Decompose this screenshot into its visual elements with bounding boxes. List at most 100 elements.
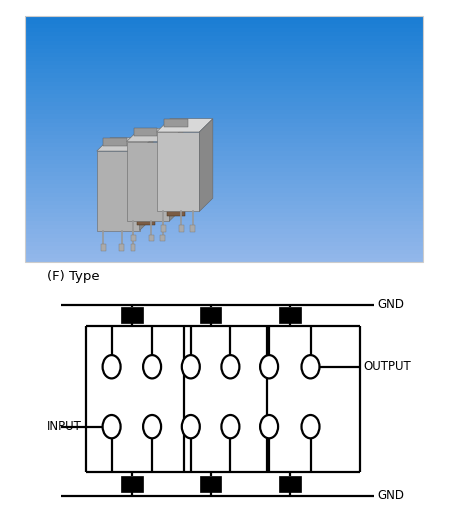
Bar — [25, 242, 423, 246]
Bar — [25, 188, 423, 192]
Bar — [25, 254, 423, 258]
Text: (F) Type: (F) Type — [47, 270, 100, 284]
Text: INPUT: INPUT — [47, 420, 82, 433]
Bar — [101, 244, 106, 251]
Bar — [25, 209, 423, 213]
Bar — [25, 201, 423, 205]
Bar — [25, 45, 423, 49]
Bar — [25, 147, 423, 152]
Ellipse shape — [143, 415, 161, 438]
Bar — [200, 476, 221, 492]
Bar — [134, 128, 158, 136]
Bar — [25, 172, 423, 176]
Bar — [164, 119, 188, 127]
Polygon shape — [157, 119, 213, 132]
Bar — [25, 192, 423, 197]
Bar — [279, 476, 301, 492]
Bar — [200, 307, 221, 323]
Bar — [25, 24, 423, 28]
Bar — [279, 307, 301, 323]
Polygon shape — [140, 138, 153, 231]
Ellipse shape — [221, 415, 239, 438]
Bar — [25, 49, 423, 53]
Bar — [25, 164, 423, 168]
Bar — [25, 160, 423, 164]
Bar — [25, 180, 423, 184]
Polygon shape — [157, 132, 199, 211]
Bar — [25, 28, 423, 32]
Bar — [25, 131, 423, 135]
Bar — [25, 258, 423, 262]
Bar — [25, 61, 423, 65]
Bar — [161, 225, 166, 232]
Bar — [25, 222, 423, 225]
Polygon shape — [97, 151, 140, 231]
Bar — [25, 234, 423, 237]
Polygon shape — [127, 142, 169, 221]
Text: GND: GND — [377, 298, 404, 311]
Bar — [25, 229, 423, 234]
Polygon shape — [127, 128, 183, 142]
Bar — [121, 476, 143, 492]
Bar — [25, 168, 423, 172]
Bar — [149, 235, 153, 241]
Bar — [25, 16, 423, 262]
Polygon shape — [199, 119, 213, 211]
Bar — [25, 184, 423, 189]
Bar — [121, 307, 143, 323]
Bar — [25, 57, 423, 61]
Bar — [25, 94, 423, 98]
Text: GND: GND — [377, 489, 404, 502]
Bar — [25, 86, 423, 90]
Bar — [25, 176, 423, 180]
Bar — [25, 246, 423, 250]
Text: OUTPUT: OUTPUT — [364, 360, 411, 373]
Ellipse shape — [260, 415, 278, 438]
Polygon shape — [169, 128, 183, 221]
Bar — [25, 217, 423, 222]
Bar — [25, 90, 423, 94]
Bar — [25, 37, 423, 41]
Bar — [25, 119, 423, 122]
Bar — [25, 205, 423, 209]
Ellipse shape — [182, 415, 200, 438]
Bar — [25, 127, 423, 131]
Ellipse shape — [143, 355, 161, 378]
Bar — [160, 235, 165, 241]
Ellipse shape — [182, 355, 200, 378]
Ellipse shape — [103, 415, 121, 438]
Polygon shape — [97, 138, 153, 151]
Bar — [25, 53, 423, 57]
Bar — [167, 147, 185, 216]
Bar — [25, 82, 423, 86]
Bar — [25, 156, 423, 160]
Bar — [25, 98, 423, 102]
Bar — [25, 197, 423, 201]
Bar — [104, 138, 127, 146]
Ellipse shape — [260, 355, 278, 378]
Bar — [25, 77, 423, 82]
Bar — [119, 244, 124, 251]
Ellipse shape — [302, 415, 319, 438]
Bar — [25, 106, 423, 110]
Ellipse shape — [103, 355, 121, 378]
Bar — [25, 69, 423, 73]
Bar — [25, 41, 423, 45]
Bar — [25, 114, 423, 119]
Bar — [25, 225, 423, 229]
Bar — [25, 20, 423, 24]
Bar — [25, 32, 423, 37]
Bar — [137, 156, 155, 225]
Bar — [25, 237, 423, 242]
Ellipse shape — [302, 355, 319, 378]
Bar — [25, 65, 423, 69]
Bar — [25, 213, 423, 217]
Bar — [25, 74, 423, 77]
Bar — [25, 135, 423, 139]
Bar — [25, 110, 423, 114]
Bar — [25, 102, 423, 106]
Bar — [25, 143, 423, 147]
Bar — [130, 244, 135, 251]
Bar — [131, 235, 135, 241]
Bar — [25, 250, 423, 254]
